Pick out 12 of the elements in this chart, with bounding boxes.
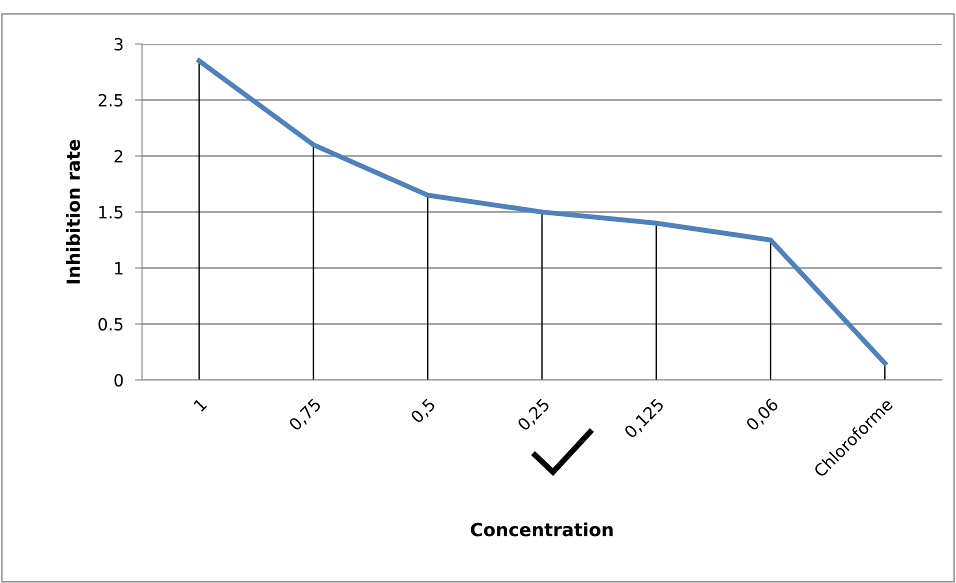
x-tick-label: 0,5 [410,398,438,425]
y-axis-title: Inhibition rate [66,140,80,284]
y-tick-label: 1.5 [99,206,122,219]
y-tick-label: 0 [114,374,123,387]
line-series [196,58,888,366]
x-axis-title: Concentration [470,522,613,536]
y-tick-label: 2.5 [98,94,122,107]
y-tick-label: 2 [114,150,122,162]
y-tick-label: 1 [115,262,122,274]
x-tick-label: 1 [193,398,208,412]
y-tick-label: 3 [114,38,123,51]
y-tick-label: 0.5 [98,318,122,331]
